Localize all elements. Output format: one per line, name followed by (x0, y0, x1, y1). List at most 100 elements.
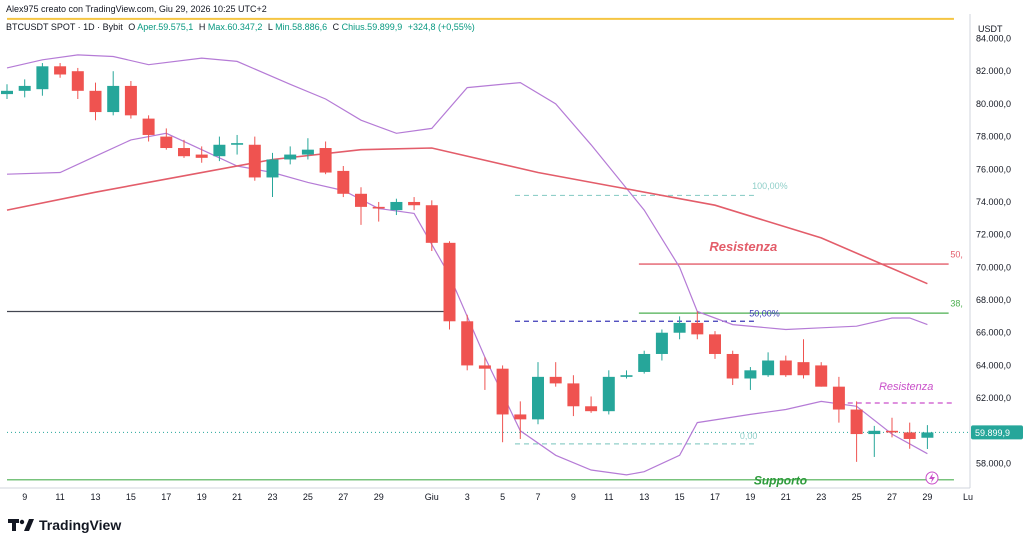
x-tick-label-extra: Lu (963, 492, 973, 502)
candle-body (160, 136, 173, 149)
x-tick-label: 15 (675, 492, 685, 502)
candle-body (54, 66, 67, 75)
x-tick-label: 25 (303, 492, 313, 502)
candle-body (762, 360, 775, 376)
y-tick-label: 70.000,0 (976, 262, 1011, 272)
x-tick-label: 29 (374, 492, 384, 502)
candle-body (620, 375, 633, 377)
candle-body (567, 383, 580, 407)
x-tick-label: 21 (232, 492, 242, 502)
candle-body (886, 430, 898, 433)
y-tick-label: 84.000,0 (976, 34, 1011, 44)
open-label: O (128, 22, 136, 32)
moving-average-line (6, 147, 928, 285)
x-tick-label: 19 (745, 492, 755, 502)
candle-body (195, 154, 208, 158)
fib-38-right-label: 38, (950, 299, 963, 309)
tradingview-brand-text: TradingView (39, 517, 122, 533)
candle-body (478, 365, 491, 369)
candle-body (638, 353, 651, 372)
x-tick-label: 29 (922, 492, 932, 502)
candle-body (319, 148, 332, 173)
x-tick-label: 7 (535, 492, 540, 502)
candle-body (107, 85, 120, 113)
bollinger-lower-band (6, 132, 928, 476)
low-label: L (267, 22, 273, 32)
x-tick-label: 11 (55, 492, 64, 502)
tradingview-brand[interactable]: TradingView (8, 517, 121, 533)
last-price-label: 59.899,9 (975, 428, 1010, 438)
candle-body (585, 406, 598, 412)
x-tick-label: 13 (639, 492, 649, 502)
close-label: C (332, 22, 340, 32)
tradingview-logo-icon (8, 519, 34, 531)
candle-body (602, 376, 615, 412)
y-tick-label: 66.000,0 (976, 328, 1011, 338)
candle-body (868, 430, 881, 435)
support-label: Supporto (754, 474, 807, 488)
x-tick-label: 17 (161, 492, 171, 502)
x-tick-label: 11 (604, 492, 613, 502)
x-tick-label: 9 (571, 492, 576, 502)
candle-body (443, 242, 456, 322)
y-tick-label: 58.000,0 (976, 458, 1011, 468)
candle-body (496, 368, 509, 415)
low-value: Min.58.886,6 (275, 22, 328, 32)
y-tick-label: 80.000,0 (976, 99, 1011, 109)
candle-body (372, 206, 385, 209)
x-tick-label: 15 (126, 492, 136, 502)
candle-body (355, 193, 367, 207)
x-tick-label: 27 (338, 492, 348, 502)
candle-body (691, 322, 704, 335)
currency-label: USDT (978, 24, 1003, 34)
open-value: Aper.59.575,1 (137, 22, 194, 32)
candle-body (1, 90, 13, 95)
candle-body (461, 321, 474, 366)
candle-body (815, 365, 828, 387)
candle-body (390, 201, 403, 211)
y-tick-label: 82.000,0 (976, 66, 1011, 76)
x-tick-label: 23 (267, 492, 277, 502)
candle-body (532, 376, 544, 420)
candle-body (231, 143, 244, 145)
resistance-label: Resistenza (709, 239, 777, 254)
x-tick-label: 17 (710, 492, 720, 502)
x-tick-label: 21 (781, 492, 791, 502)
candle-body (779, 360, 792, 376)
candle-body (744, 370, 757, 379)
bollinger-upper-band (6, 54, 928, 331)
fib-100-label: 100,00% (752, 181, 788, 191)
close-value: Chius.59.899,9 (341, 22, 403, 32)
x-tick-label: 25 (852, 492, 862, 502)
candle-body (178, 148, 190, 157)
candle-body (301, 149, 314, 155)
x-tick-label: 23 (816, 492, 826, 502)
candle-body (124, 85, 137, 116)
high-label: H (198, 22, 206, 32)
candle-body (832, 386, 845, 410)
candle-body (425, 205, 438, 243)
change-value: +324,8 (+0,55%) (407, 22, 475, 32)
y-tick-label: 74.000,0 (976, 197, 1011, 207)
x-tick-label: 3 (465, 492, 470, 502)
y-tick-label: 72.000,0 (976, 230, 1011, 240)
candle-body (36, 66, 49, 90)
y-tick-label: 62.000,0 (976, 393, 1011, 403)
candle-body (18, 85, 31, 91)
fib-50-right-label: 50, (950, 250, 963, 260)
y-tick-label: 76.000,0 (976, 164, 1011, 174)
y-tick-label: 78.000,0 (976, 132, 1011, 142)
candle-body (549, 376, 562, 384)
x-tick-label: Giu (425, 492, 439, 502)
y-tick-label: 68.000,0 (976, 295, 1011, 305)
x-tick-label: 5 (500, 492, 505, 502)
candle-body (514, 414, 527, 420)
chart-credit: Alex975 creato con TradingView.com, Giu … (6, 4, 267, 14)
last-price-tag (971, 425, 1023, 440)
candle-body (266, 159, 279, 178)
candle-body (89, 90, 102, 113)
candle-body (921, 432, 934, 438)
candle-body (709, 334, 721, 354)
candle-body (673, 322, 686, 333)
